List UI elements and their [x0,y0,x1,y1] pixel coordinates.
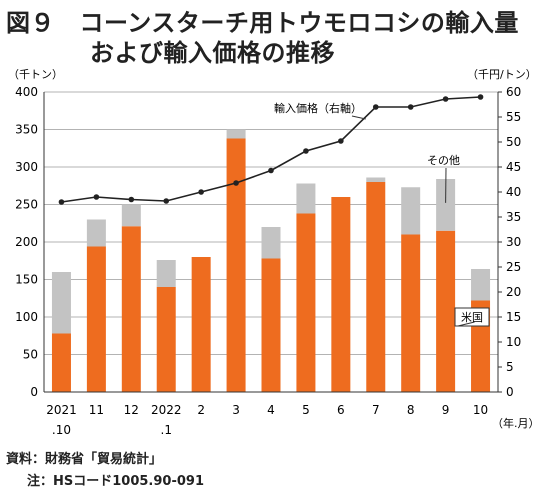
y-right-tick-label: 25 [506,260,521,274]
annotation-price: 輸入価格（右軸） [274,101,362,115]
y-right-tick-label: 20 [506,285,521,299]
bar-other [261,227,281,259]
x-tick-label: 3 [232,403,240,417]
price-point [163,198,170,204]
x-tick-label: 9 [442,403,450,417]
price-point [233,180,239,186]
price-point [128,196,135,203]
bar-other [401,187,421,235]
x-tick-label: 2021 [46,403,77,417]
y-right-tick-label: 5 [506,360,514,374]
left-unit-label: （千トン） [8,68,63,81]
y-right-tick-label: 10 [506,335,521,349]
y-left-tick-label: 50 [23,348,38,362]
x-tick-label: 6 [337,403,345,417]
bars [51,129,491,392]
y-left-tick-label: 400 [15,85,38,99]
bar-us [401,234,421,392]
x-tick-label: 12 [124,403,139,417]
chart-title-line2: および輸入価格の推移 [90,39,335,67]
bar-other [86,219,106,247]
x-tick-label: .1 [161,423,172,437]
x-tick-label: 2022 [151,403,182,417]
y-right-tick-label: 15 [506,310,521,324]
y-left-tick-label: 0 [30,385,38,399]
annotation-other: その他 [427,154,460,167]
y-right-tick-label: 30 [506,235,521,249]
x-tick-label: .10 [52,423,71,437]
y-right-tick-label: 0 [506,385,514,399]
y-left-tick-label: 200 [15,235,38,249]
price-point [407,104,414,110]
price-point [268,167,274,174]
bar-other [226,129,246,139]
source-text: 資料：財務省「貿易統計」 [6,452,163,467]
note-text: 注：HSコード1005.90-091 [27,474,204,489]
bar-us [51,333,71,392]
y-right-tick-label: 50 [506,135,521,149]
bar-us [156,287,176,392]
price-point [338,138,344,144]
x-tick-label: 2 [197,403,205,417]
bar-other [296,183,316,214]
bar-us [331,197,351,392]
bar-us [296,213,316,392]
right-unit-label: （千円/トン） [467,68,537,81]
y-left-tick-label: 250 [15,198,38,212]
x-tick-label: 5 [302,403,310,417]
labels: 0501001502002503003504000510152025303540… [15,85,521,437]
annotation-us: 米国 [461,311,483,324]
x-unit-label: （年.月） [492,416,538,430]
y-right-tick-label: 35 [506,210,521,224]
bar-other [436,179,456,231]
price-line-path [61,96,481,203]
y-right-tick-label: 60 [506,85,521,99]
bar-us [261,258,281,392]
x-tick-label: 11 [89,403,104,417]
bar-us [366,182,386,392]
y-left-tick-label: 300 [15,160,38,174]
y-right-tick-label: 45 [506,160,521,174]
y-left-tick-label: 350 [15,123,38,137]
annotation-us-box [454,307,490,327]
y-left-tick-label: 150 [15,273,38,287]
chart-title-line1: 図９ コーンスターチ用トウモロコシの輸入量 [6,9,519,37]
x-tick-label: 7 [372,403,380,417]
x-tick-label: 4 [267,403,275,417]
y-right-tick-label: 55 [506,110,521,124]
axes [43,91,502,393]
price-point [198,189,204,195]
y-right-tick-label: 40 [506,185,521,199]
bar-us [191,257,211,392]
bar-other [121,204,141,227]
price-point [303,148,309,154]
bar-us [436,230,456,392]
y-left-tick-label: 100 [15,310,38,324]
x-tick-label: 8 [407,403,415,417]
price-point [93,194,100,200]
annotation-price-leader [351,115,366,120]
price-line [58,94,484,205]
annotation-us-leader [457,321,475,327]
bar-us [121,226,141,392]
bar-other [471,269,491,301]
price-point [442,96,449,102]
bar-other [51,272,71,334]
x-tick-label: 10 [473,403,488,417]
bar-us [86,246,106,392]
bar-other [156,260,176,287]
price-point [477,94,484,100]
bar-us [226,138,246,392]
price-point [372,104,379,110]
bar-other [366,177,386,182]
price-point [58,199,65,205]
